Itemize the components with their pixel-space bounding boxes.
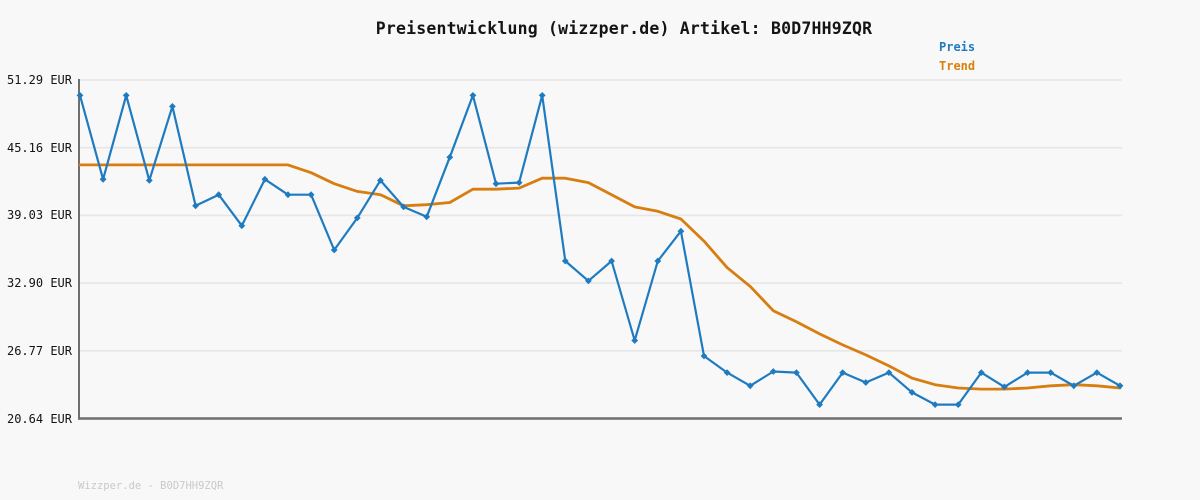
y-tick-label: 26.77 EUR [6,343,72,358]
y-tick-label: 39.03 EUR [6,208,72,223]
legend-label-trend: Trend [939,59,976,73]
y-tick-label: 32.90 EUR [6,276,72,291]
y-tick-label: 20.64 EUR [6,411,72,426]
legend-label-preis: Preis [939,40,976,54]
chart-title: Preisentwicklung (wizzper.de) Artikel: B… [375,19,873,38]
legend-item-trend: Trend [939,57,975,76]
y-tick-label: 45.16 EUR [6,140,72,155]
watermark-text: Wizzper.de - B0D7HH9ZQR [78,480,224,492]
y-tick-label: 51.29 EUR [6,73,72,87]
legend-item-preis: Preis [939,38,975,57]
chart-legend: Preis Trend [939,38,975,76]
